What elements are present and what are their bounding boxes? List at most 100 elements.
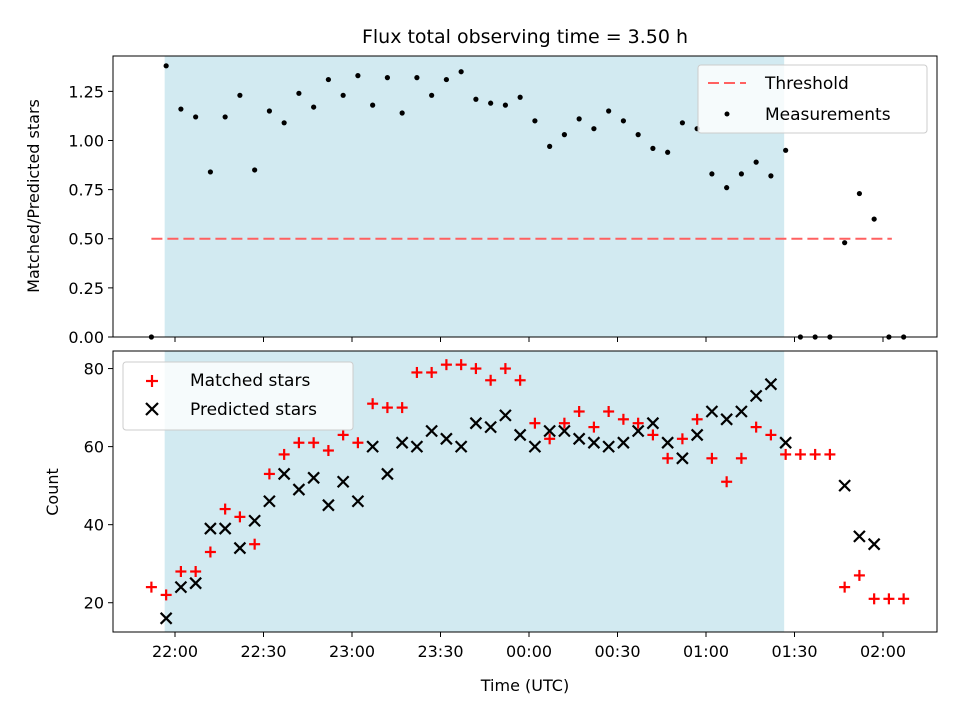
measurement-point — [620, 118, 627, 124]
predicted-star-point — [381, 467, 394, 481]
predicted-star-point — [425, 424, 438, 438]
measurement-point — [709, 171, 715, 177]
predicted-star-point — [705, 405, 719, 418]
count-y-tick-label: 40 — [84, 516, 104, 535]
matched-star-point — [883, 593, 895, 605]
matched-star-point — [337, 429, 349, 441]
legend-measurements-swatch — [724, 111, 730, 117]
x-tick-label: 02:00 — [860, 642, 906, 661]
ratio-y-tick-label: 1.00 — [68, 131, 104, 150]
predicted-star-point — [454, 440, 468, 453]
x-axis-label: Time (UTC) — [480, 676, 569, 695]
predicted-star-point — [218, 522, 232, 535]
matched-star-point — [868, 593, 880, 605]
matched-star-point — [440, 359, 452, 371]
predicted-star-point — [263, 494, 276, 508]
predicted-star-point — [617, 436, 630, 449]
predicted-star-point — [277, 467, 291, 481]
measurement-point — [502, 102, 508, 108]
measurement-point — [473, 96, 479, 102]
measurement-point — [340, 92, 346, 98]
matched-star-point — [514, 374, 526, 386]
matched-star-point — [249, 538, 261, 550]
measurement-point — [443, 76, 449, 83]
measurement-point — [871, 216, 877, 222]
predicted-star-point — [233, 541, 247, 555]
measurement-point — [488, 100, 494, 106]
measurement-point — [679, 120, 686, 126]
matched-star-point — [662, 452, 674, 464]
ratio-observing-window — [164, 56, 785, 337]
measurement-point — [193, 114, 199, 120]
matched-star-point — [219, 503, 231, 515]
measurement-point — [724, 185, 730, 191]
matched-star-point — [809, 448, 821, 460]
count-y-axis-label: Count — [43, 468, 62, 516]
count-legend: Matched stars Predicted stars — [122, 361, 354, 431]
predicted-star-point — [720, 413, 733, 426]
matched-star-point — [263, 468, 275, 480]
matched-star-point — [278, 448, 290, 460]
measurement-point — [311, 104, 317, 110]
x-tick-label: 23:30 — [417, 642, 463, 661]
matched-star-point — [588, 421, 600, 433]
matched-star-point — [455, 359, 467, 371]
predicted-star-point — [159, 612, 173, 625]
ratio-y-tick-label: 1.25 — [68, 82, 104, 101]
predicted-star-point — [867, 537, 881, 551]
measurement-point — [384, 75, 390, 81]
matched-star-point — [839, 581, 851, 593]
matched-star-point — [603, 405, 615, 417]
measurement-point — [665, 149, 671, 155]
ratio-legend-box — [697, 64, 928, 134]
predicted-star-point — [189, 576, 202, 590]
matched-star-point — [293, 437, 305, 449]
predicted-star-point — [558, 424, 571, 438]
matched-star-point — [824, 448, 836, 460]
matched-star-point — [558, 417, 570, 429]
matched-star-point — [721, 476, 733, 488]
matched-star-point — [544, 433, 556, 445]
matched-star-point — [204, 546, 216, 558]
x-tick-label: 22:00 — [152, 642, 198, 661]
measurement-point — [458, 69, 464, 75]
ratio-panel: 0.00 0.25 0.50 0.75 1.00 1.25 Flux total obse… — [24, 26, 938, 347]
measurement-point — [163, 63, 169, 69]
matched-star-point — [765, 429, 777, 441]
count-legend-box — [122, 361, 354, 431]
matched-star-point — [691, 413, 703, 425]
predicted-star-point — [587, 436, 601, 449]
legend-predicted-label: Predicted stars — [190, 400, 317, 420]
predicted-star-point — [528, 440, 542, 453]
x-tick-label: 23:00 — [329, 642, 375, 661]
predicted-star-point — [646, 416, 660, 430]
ratio-y-ticks: 0.00 0.25 0.50 0.75 1.00 1.25 — [68, 82, 113, 347]
ratio-y-tick-label: 0.25 — [68, 279, 104, 298]
ratio-y-tick-label: 0.00 — [68, 328, 104, 347]
ratio-y-axis-label: Matched/Predicted stars — [24, 99, 43, 293]
matched-star-point — [426, 366, 438, 378]
measurement-point — [281, 120, 287, 126]
matched-star-point — [470, 363, 482, 375]
measurement-point — [370, 102, 376, 108]
predicted-star-point — [749, 389, 763, 403]
measurement-point — [325, 76, 331, 83]
measurement-point — [738, 171, 745, 177]
matched-star-point — [145, 581, 157, 593]
count-y-ticks: 20 40 60 80 — [84, 360, 113, 613]
matched-star-point — [529, 417, 541, 429]
matched-star-point — [780, 448, 792, 460]
measurement-point — [517, 94, 523, 100]
ratio-y-tick-label: 0.50 — [68, 230, 104, 249]
measurement-point — [355, 73, 361, 79]
predicted-star-point — [853, 530, 866, 543]
predicted-star-point — [779, 436, 792, 449]
predicted-star-point — [676, 452, 689, 465]
measurement-point — [561, 132, 568, 138]
measurement-point — [429, 92, 435, 98]
predicted-star-point — [602, 440, 615, 453]
matched-star-point — [573, 405, 585, 417]
predicted-star-point — [690, 428, 704, 442]
predicted-star-point — [336, 475, 350, 489]
ratio-x-ticks — [174, 337, 884, 342]
